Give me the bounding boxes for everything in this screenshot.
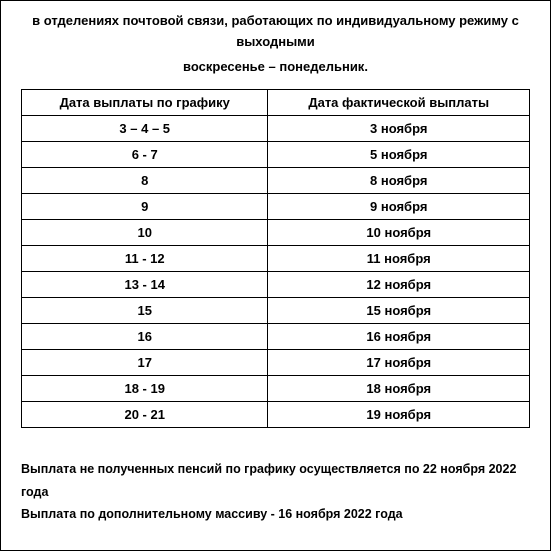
cell-schedule-date: 9 bbox=[22, 194, 268, 220]
table-row: 1616 ноября bbox=[22, 324, 530, 350]
header-line-1: в отделениях почтовой связи, работающих … bbox=[21, 11, 530, 53]
table-row: 1717 ноября bbox=[22, 350, 530, 376]
cell-schedule-date: 11 - 12 bbox=[22, 246, 268, 272]
cell-schedule-date: 3 – 4 – 5 bbox=[22, 116, 268, 142]
cell-actual-date: 19 ноября bbox=[268, 402, 530, 428]
table-row: 20 - 2119 ноября bbox=[22, 402, 530, 428]
column-header-schedule: Дата выплаты по графику bbox=[22, 90, 268, 116]
table-row: 88 ноября bbox=[22, 168, 530, 194]
cell-schedule-date: 8 bbox=[22, 168, 268, 194]
table-row: 3 – 4 – 53 ноября bbox=[22, 116, 530, 142]
table-row: 6 - 75 ноября bbox=[22, 142, 530, 168]
table-row: 11 - 1211 ноября bbox=[22, 246, 530, 272]
cell-actual-date: 9 ноября bbox=[268, 194, 530, 220]
cell-actual-date: 11 ноября bbox=[268, 246, 530, 272]
column-header-actual: Дата фактической выплаты bbox=[268, 90, 530, 116]
cell-schedule-date: 13 - 14 bbox=[22, 272, 268, 298]
cell-actual-date: 10 ноября bbox=[268, 220, 530, 246]
table-row: 1515 ноября bbox=[22, 298, 530, 324]
cell-schedule-date: 20 - 21 bbox=[22, 402, 268, 428]
header-section: в отделениях почтовой связи, работающих … bbox=[21, 11, 530, 77]
cell-schedule-date: 17 bbox=[22, 350, 268, 376]
table-row: 18 - 1918 ноября bbox=[22, 376, 530, 402]
payment-schedule-table: Дата выплаты по графику Дата фактической… bbox=[21, 89, 530, 428]
cell-schedule-date: 18 - 19 bbox=[22, 376, 268, 402]
cell-actual-date: 5 ноября bbox=[268, 142, 530, 168]
cell-actual-date: 8 ноября bbox=[268, 168, 530, 194]
cell-schedule-date: 6 - 7 bbox=[22, 142, 268, 168]
cell-schedule-date: 16 bbox=[22, 324, 268, 350]
table-row: 99 ноября bbox=[22, 194, 530, 220]
cell-actual-date: 12 ноября bbox=[268, 272, 530, 298]
footer-line-2: Выплата по дополнительному массиву - 16 … bbox=[21, 503, 530, 526]
table-header-row: Дата выплаты по графику Дата фактической… bbox=[22, 90, 530, 116]
cell-actual-date: 18 ноября bbox=[268, 376, 530, 402]
footer-line-1: Выплата не полученных пенсий по графику … bbox=[21, 458, 530, 503]
footer-section: Выплата не полученных пенсий по графику … bbox=[21, 458, 530, 526]
header-line-2: воскресенье – понедельник. bbox=[21, 57, 530, 78]
cell-actual-date: 17 ноября bbox=[268, 350, 530, 376]
table-row: 1010 ноября bbox=[22, 220, 530, 246]
cell-schedule-date: 10 bbox=[22, 220, 268, 246]
cell-actual-date: 16 ноября bbox=[268, 324, 530, 350]
cell-schedule-date: 15 bbox=[22, 298, 268, 324]
cell-actual-date: 3 ноября bbox=[268, 116, 530, 142]
table-row: 13 - 1412 ноября bbox=[22, 272, 530, 298]
cell-actual-date: 15 ноября bbox=[268, 298, 530, 324]
